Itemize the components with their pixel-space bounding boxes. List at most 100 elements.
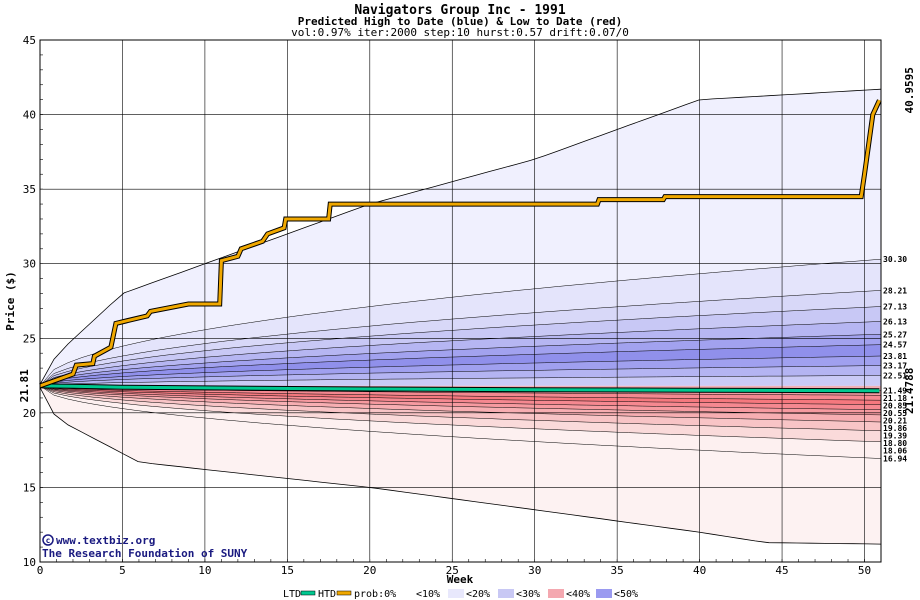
credit-org: The Research Foundation of SUNY bbox=[42, 547, 248, 560]
legend-htd-swatch bbox=[336, 590, 352, 596]
plot-frame bbox=[39, 39, 882, 563]
htd-end-label: 40.9595 bbox=[903, 67, 916, 113]
high-prob-band bbox=[40, 306, 881, 386]
level-label: 19.39 bbox=[883, 432, 907, 441]
ltd-line bbox=[39, 384, 880, 393]
y-tick-label: 10 bbox=[23, 556, 36, 569]
high-level-line bbox=[39, 365, 882, 387]
level-labels: 30.30 28.21 27.13 26.13 25.27 24.57 23.8123.17… bbox=[883, 255, 907, 463]
high-prob-band bbox=[40, 259, 881, 386]
high-level-line bbox=[39, 258, 882, 387]
level-label: 21.18 bbox=[883, 394, 907, 403]
y-tick-label: 45 bbox=[23, 34, 36, 47]
legend-ltd-swatch bbox=[300, 590, 316, 596]
level-label: 20.55 bbox=[883, 409, 907, 418]
level-label: 27.13 bbox=[883, 303, 907, 312]
htd-line bbox=[39, 99, 881, 388]
x-tick-label: 50 bbox=[858, 564, 871, 577]
legend-prob10-label: <10% bbox=[416, 589, 440, 600]
legend-prob0-label: prob:0% bbox=[354, 589, 396, 600]
x-tick-label: 15 bbox=[281, 564, 294, 577]
level-label: 19.86 bbox=[883, 424, 907, 433]
high-level-line bbox=[39, 355, 882, 387]
low-level-line bbox=[39, 385, 882, 423]
x-tick-label: 40 bbox=[693, 564, 706, 577]
level-label: 28.21 bbox=[883, 286, 907, 295]
level-label: 26.13 bbox=[883, 317, 907, 326]
low-prob-band bbox=[40, 385, 881, 415]
upper-envelope-line bbox=[39, 88, 882, 385]
lower-envelope-line bbox=[39, 387, 882, 545]
high-level-line bbox=[39, 334, 882, 387]
low-prob-band bbox=[40, 385, 881, 459]
y-tick-label: 25 bbox=[23, 332, 36, 345]
level-label: 18.80 bbox=[883, 439, 907, 448]
low-level-line bbox=[39, 385, 882, 401]
low-prob-band bbox=[40, 385, 881, 410]
legend-prob0-swatch bbox=[398, 589, 414, 598]
y-tick-label: 40 bbox=[23, 109, 36, 122]
legend-prob10-swatch bbox=[448, 589, 464, 598]
legend-prob30-label: <30% bbox=[516, 589, 540, 600]
legend-ltd-label: LTD bbox=[283, 589, 301, 600]
low-level-line bbox=[39, 385, 882, 405]
y-tick-label: 35 bbox=[23, 183, 36, 196]
y-tick-label: 30 bbox=[23, 258, 36, 271]
series bbox=[39, 99, 882, 394]
low-prob-band bbox=[40, 385, 881, 431]
high-prob-band bbox=[40, 365, 881, 386]
credits: c www.textbiz.org The Research Foundatio… bbox=[42, 534, 248, 560]
y-tick-label: 15 bbox=[23, 481, 36, 494]
level-label: 20.21 bbox=[883, 417, 907, 426]
level-label: 18.06 bbox=[883, 447, 907, 456]
legend-prob30-swatch bbox=[548, 589, 564, 598]
legend: LTD HTD prob:0% <10% <20% <30% <40% <50% bbox=[283, 589, 638, 600]
high-level-line bbox=[39, 306, 882, 387]
chart-title: Navigators Group Inc - 1991 bbox=[354, 3, 565, 18]
low-prob-band bbox=[40, 385, 881, 401]
chart-subtitle: Predicted High to Date (blue) & Low to D… bbox=[298, 15, 623, 28]
low-prob-band bbox=[40, 385, 881, 405]
probability-bands bbox=[39, 88, 882, 545]
legend-prob20-swatch bbox=[498, 589, 514, 598]
level-label: 22.51 bbox=[883, 371, 907, 380]
level-label: 23.17 bbox=[883, 362, 907, 371]
y-axis-label: Price ($) bbox=[4, 271, 17, 331]
x-tick-label: 20 bbox=[363, 564, 376, 577]
legend-prob20-label: <20% bbox=[466, 589, 490, 600]
y-axis-ticks: 10 15 20 25 30 35 40 45 bbox=[23, 34, 36, 569]
high-level-line bbox=[39, 321, 882, 387]
chart-params: vol:0.97% iter:2000 step:10 hurst:0.57 d… bbox=[291, 26, 629, 39]
high-level-line bbox=[39, 290, 882, 387]
high-level-line bbox=[39, 344, 882, 387]
low-level-line bbox=[39, 385, 882, 416]
low-level-line bbox=[39, 385, 882, 410]
x-tick-label: 45 bbox=[775, 564, 788, 577]
legend-htd-label: HTD bbox=[318, 589, 336, 600]
high-level-line bbox=[39, 375, 882, 387]
low-prob-band bbox=[40, 385, 881, 442]
copyright-glyph: c bbox=[46, 536, 51, 545]
level-label: 20.85 bbox=[883, 402, 907, 411]
low-level-line bbox=[39, 385, 882, 443]
low-prob-band bbox=[40, 385, 881, 545]
legend-prob40-label: <40% bbox=[566, 589, 590, 600]
high-prob-band bbox=[40, 334, 881, 386]
credit-url: www.textbiz.org bbox=[56, 534, 155, 547]
legend-prob50-label: <50% bbox=[614, 589, 638, 600]
high-prob-band bbox=[40, 89, 881, 386]
level-label: 23.81 bbox=[883, 352, 907, 361]
x-tick-label: 10 bbox=[198, 564, 211, 577]
low-level-line bbox=[39, 385, 882, 432]
ltd-end-label: 21.4788 bbox=[903, 368, 916, 414]
y-tick-label: 20 bbox=[23, 407, 36, 420]
high-prob-band bbox=[40, 321, 881, 386]
low-level-line bbox=[39, 385, 882, 459]
x-tick-label: 25 bbox=[446, 564, 459, 577]
level-label: 25.27 bbox=[883, 330, 907, 339]
level-label: 30.30 bbox=[883, 255, 907, 264]
x-tick-label: 35 bbox=[611, 564, 624, 577]
x-axis-label: Week bbox=[447, 573, 474, 586]
x-tick-label: 5 bbox=[119, 564, 126, 577]
